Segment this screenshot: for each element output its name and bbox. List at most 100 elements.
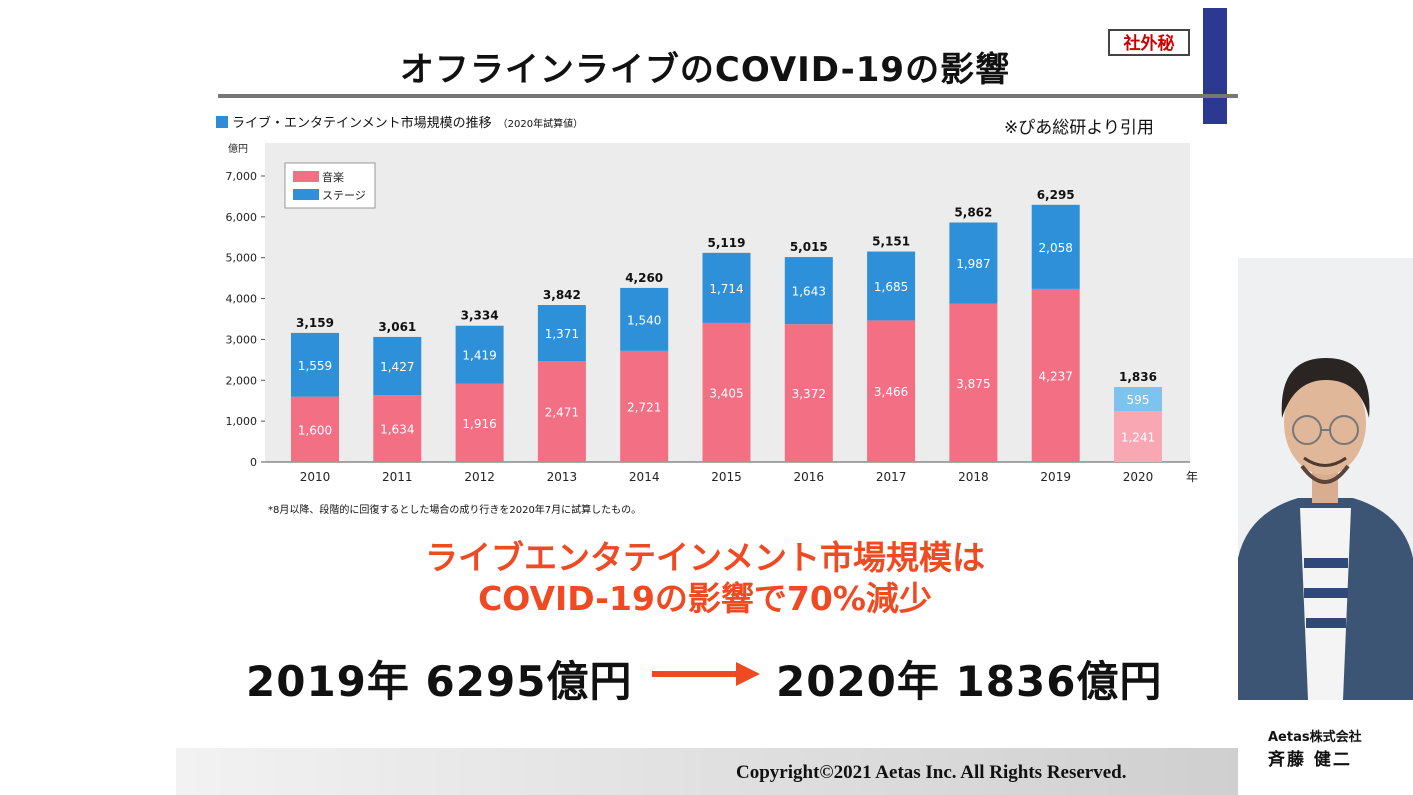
data-label-music: 1,916: [462, 417, 496, 431]
data-label-stage: 1,987: [956, 257, 990, 271]
y-tick-label: 2,000: [226, 374, 258, 387]
legend-label-music: 音楽: [322, 170, 344, 184]
source-note: ※ぴあ総研より引用: [1004, 118, 1154, 138]
legend-box: [284, 162, 376, 209]
legend-label-stage: ステージ: [322, 189, 366, 202]
data-label-stage: 1,419: [462, 349, 496, 363]
bar-stage-2013: [537, 305, 586, 362]
data-label-stage: 2,058: [1039, 241, 1073, 255]
bar-stage-2014: [620, 287, 669, 351]
arrow-right-icon: [652, 662, 760, 686]
footer-bar: [176, 748, 1238, 795]
data-label-stage: 595: [1127, 393, 1150, 407]
data-label-stage: 1,714: [709, 282, 743, 296]
data-label-music: 1,634: [380, 423, 414, 437]
data-label-total: 4,260: [625, 271, 663, 285]
confidential-stamp: 社外秘: [1108, 29, 1190, 56]
data-label-total: 5,862: [954, 205, 992, 219]
bar-stage-2010: [291, 332, 339, 397]
data-label-total: 6,295: [1037, 188, 1075, 202]
title-divider: [218, 94, 1238, 98]
data-label-total: 3,159: [296, 316, 334, 330]
x-tick-label: 2013: [547, 470, 578, 484]
data-label-music: 3,466: [874, 385, 908, 399]
data-label-total: 3,061: [378, 320, 416, 334]
data-label-music: 3,372: [792, 387, 826, 401]
data-label-stage: 1,559: [298, 359, 332, 373]
data-label-total: 3,334: [461, 309, 499, 323]
data-label-total: 1,836: [1119, 370, 1157, 384]
bar-music-2015: [702, 322, 751, 462]
x-tick-label: 2010: [300, 470, 331, 484]
x-tick-label: 2014: [629, 470, 660, 484]
bar-music-2020: [1114, 411, 1162, 462]
compare-to: 2020年 1836億円: [776, 657, 1163, 706]
data-label-total: 5,151: [872, 235, 910, 249]
data-label-music: 2,471: [545, 406, 579, 420]
x-tick-label: 2019: [1040, 470, 1071, 484]
bar-stage-2019: [1031, 204, 1080, 289]
bar-music-2019: [1031, 288, 1080, 462]
data-label-music: 4,237: [1039, 369, 1073, 383]
x-tick-label: 2011: [382, 470, 413, 484]
bar-stage-2011: [373, 336, 422, 396]
data-label-total: 3,842: [543, 288, 581, 302]
y-tick-label: 3,000: [226, 333, 258, 346]
y-tick-label: 5,000: [226, 252, 258, 265]
bar-music-2014: [620, 350, 669, 462]
x-tick-label: 2018: [958, 470, 989, 484]
bar-music-2018: [949, 303, 998, 462]
bar-stage-2012: [455, 325, 504, 384]
speaker-photo: [1238, 258, 1413, 700]
company-name: Aetas株式会社: [1268, 730, 1362, 745]
x-tick-label: 2015: [711, 470, 742, 484]
slide-title: オフラインライブのCOVID-19の影響: [399, 50, 1011, 90]
bar-music-2017: [867, 320, 916, 462]
x-tick-label: 2020: [1123, 470, 1154, 484]
bar-stage-2020: [1114, 386, 1162, 412]
bar-music-2013: [537, 361, 586, 462]
data-label-stage: 1,540: [627, 313, 661, 327]
y-unit-label: 億円: [228, 142, 248, 155]
data-label-music: 1,241: [1121, 431, 1155, 445]
y-tick-label: 7,000: [226, 170, 258, 183]
bar-music-2016: [784, 324, 833, 462]
x-tick-label: 2012: [464, 470, 495, 484]
heading-square-icon: [216, 116, 228, 128]
bar-stage-2018: [949, 222, 998, 304]
bar-stage-2015: [702, 252, 751, 323]
data-label-stage: 1,371: [545, 327, 579, 341]
legend-swatch-stage: [293, 189, 319, 200]
data-label-music: 2,721: [627, 400, 661, 414]
y-tick-label: 6,000: [226, 211, 258, 224]
bar-stage-2017: [867, 251, 916, 321]
x-unit-label: 年: [1186, 470, 1198, 484]
data-label-music: 1,600: [298, 423, 332, 437]
bar-music-2012: [455, 383, 504, 462]
headline: ライブエンタテインメント市場規模は COVID-19の影響で70%減少: [330, 537, 1080, 619]
accent-bar: [1203, 8, 1227, 124]
x-tick-label: 2017: [876, 470, 907, 484]
data-label-stage: 1,685: [874, 280, 908, 294]
data-label-stage: 1,643: [792, 285, 826, 299]
data-label-music: 3,405: [709, 386, 743, 400]
y-tick-label: 0: [250, 456, 257, 469]
legend-swatch-music: [293, 171, 319, 182]
data-label-total: 5,119: [708, 236, 746, 250]
data-label-music: 3,875: [956, 377, 990, 391]
compare-from: 2019年 6295億円: [246, 657, 633, 706]
headline-line-2: COVID-19の影響で70%減少: [478, 579, 932, 618]
y-tick-label: 4,000: [226, 293, 258, 306]
headline-line-1: ライブエンタテインメント市場規模は: [424, 538, 985, 577]
bar-stage-2016: [784, 257, 833, 325]
chart-footnote: *8月以降、段階的に回復するとした場合の成り行きを2020年7月に試算したもの。: [268, 505, 642, 516]
bar-music-2010: [291, 396, 339, 462]
chart-heading: ライブ・エンタテインメント市場規模の推移 （2020年試算値）: [216, 112, 583, 131]
y-tick-label: 1,000: [226, 415, 258, 428]
presenter-name: 斉藤 健二: [1268, 750, 1352, 770]
data-label-total: 5,015: [790, 240, 828, 254]
bar-music-2011: [373, 395, 422, 462]
chart-heading-note: （2020年試算値）: [497, 119, 584, 130]
copyright-text: Copyright©2021 Aetas Inc. All Rights Res…: [736, 762, 1127, 783]
